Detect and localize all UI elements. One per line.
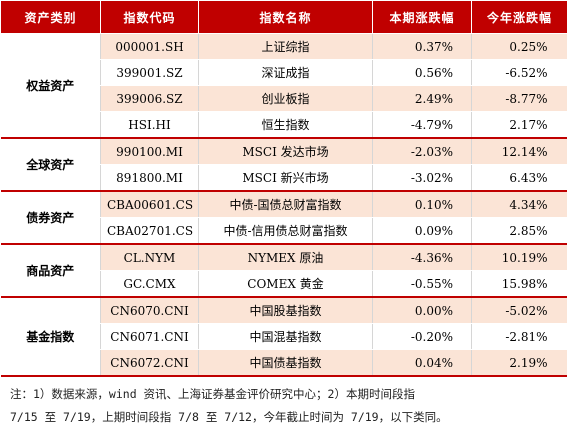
ytd-change-cell: -8.77%: [471, 85, 567, 112]
header-index-name: 指数名称: [198, 0, 373, 34]
ytd-change-cell: -6.52%: [471, 59, 567, 86]
header-ytd-change: 今年涨跌幅: [471, 0, 567, 34]
index-name-cell: 创业板指: [198, 85, 373, 112]
ytd-change-cell: 2.19%: [471, 349, 567, 377]
index-name-cell: 上证综指: [198, 33, 373, 60]
index-code-cell: 891800.MI: [100, 164, 199, 192]
index-code-cell: CN6072.CNI: [100, 349, 199, 377]
index-name-cell: 中债-国债总财富指数: [198, 191, 373, 218]
index-code-cell: CN6071.CNI: [100, 323, 199, 350]
index-name-cell: 深证成指: [198, 59, 373, 86]
index-name-cell: MSCI 新兴市场: [198, 164, 373, 192]
ytd-change-cell: -2.81%: [471, 323, 567, 350]
ytd-change-cell: 6.43%: [471, 164, 567, 192]
period-change-cell: -4.79%: [372, 111, 472, 139]
table-row: CN6072.CNI 中国债基指数 0.04% 2.19%: [1, 349, 567, 377]
period-change-cell: -3.02%: [372, 164, 472, 192]
index-name-cell: 中国混基指数: [198, 323, 373, 350]
asset-class-cell: 权益资产: [0, 33, 101, 139]
index-code-cell: CN6070.CNI: [100, 297, 199, 324]
header-index-code: 指数代码: [100, 0, 199, 34]
asset-class-cell: 债券资产: [0, 191, 101, 245]
period-change-cell: -0.55%: [372, 270, 472, 298]
table-row: GC.CMX COMEX 黄金 -0.55% 15.98%: [1, 270, 567, 298]
index-code-cell: 399006.SZ: [100, 85, 199, 112]
index-name-cell: NYMEX 原油: [198, 244, 373, 271]
table-row: 399006.SZ 创业板指 2.49% -8.77%: [1, 85, 567, 112]
table-row: CN6071.CNI 中国混基指数 -0.20% -2.81%: [1, 323, 567, 350]
table-row: CBA02701.CS 中债-信用债总财富指数 0.09% 2.85%: [1, 217, 567, 245]
period-change-cell: 0.04%: [372, 349, 472, 377]
period-change-cell: 0.10%: [372, 191, 472, 218]
table-row: 基金指数 CN6070.CNI 中国股基指数 0.00% -5.02%: [0, 297, 567, 377]
table-row: HSI.HI 恒生指数 -4.79% 2.17%: [1, 111, 567, 139]
period-change-cell: -0.20%: [372, 323, 472, 350]
index-code-cell: GC.CMX: [100, 270, 199, 298]
period-change-cell: 0.00%: [372, 297, 472, 324]
index-code-cell: 000001.SH: [100, 33, 199, 60]
index-code-cell: HSI.HI: [100, 111, 199, 139]
index-code-cell: 990100.MI: [100, 138, 199, 165]
index-name-cell: 恒生指数: [198, 111, 373, 139]
index-name-cell: 中债-信用债总财富指数: [198, 217, 373, 245]
table-header-row: 资产类别 指数代码 指数名称 本期涨跌幅 今年涨跌幅: [0, 0, 567, 34]
table-row: 891800.MI MSCI 新兴市场 -3.02% 6.43%: [1, 164, 567, 192]
index-name-cell: MSCI 发达市场: [198, 138, 373, 165]
period-change-cell: 0.37%: [372, 33, 472, 60]
ytd-change-cell: 12.14%: [471, 138, 567, 165]
table-row: 399001.SZ 深证成指 0.56% -6.52%: [1, 59, 567, 86]
footnote-line-1: 注：1）数据来源，wind 资讯、上海证券基金评价研究中心；2）本期时间段指: [10, 387, 415, 401]
index-name-cell: COMEX 黄金: [198, 270, 373, 298]
index-code-cell: CBA00601.CS: [100, 191, 199, 218]
asset-class-cell: 全球资产: [0, 138, 101, 192]
index-code-cell: CBA02701.CS: [100, 217, 199, 245]
period-change-cell: 0.56%: [372, 59, 472, 86]
index-name-cell: 中国股基指数: [198, 297, 373, 324]
table-row: 全球资产 990100.MI MSCI 发达市场 -2.03% 12.14%: [0, 138, 567, 192]
period-change-cell: 0.09%: [372, 217, 472, 245]
ytd-change-cell: 15.98%: [471, 270, 567, 298]
footnote: 注：1）数据来源，wind 资讯、上海证券基金评价研究中心；2）本期时间段指 7…: [10, 383, 562, 429]
header-asset-class: 资产类别: [0, 0, 101, 34]
asset-class-cell: 商品资产: [0, 244, 101, 298]
performance-table-container: 资产类别 指数代码 指数名称 本期涨跌幅 今年涨跌幅 权益资产 000001.SH…: [0, 0, 567, 377]
header-period-change: 本期涨跌幅: [372, 0, 472, 34]
table-row: 债券资产 CBA00601.CS 中债-国债总财富指数 0.10% 4.34%: [0, 191, 567, 245]
ytd-change-cell: 4.34%: [471, 191, 567, 218]
index-code-cell: CL.NYM: [100, 244, 199, 271]
asset-class-cell: 基金指数: [0, 297, 101, 377]
ytd-change-cell: 2.85%: [471, 217, 567, 245]
index-name-cell: 中国债基指数: [198, 349, 373, 377]
period-change-cell: 2.49%: [372, 85, 472, 112]
ytd-change-cell: 10.19%: [471, 244, 567, 271]
ytd-change-cell: 0.25%: [471, 33, 567, 60]
period-change-cell: -4.36%: [372, 244, 472, 271]
ytd-change-cell: -5.02%: [471, 297, 567, 324]
table-row: 权益资产 000001.SH 上证综指 0.37% 0.25%: [0, 33, 567, 139]
period-change-cell: -2.03%: [372, 138, 472, 165]
index-code-cell: 399001.SZ: [100, 59, 199, 86]
table-row: 商品资产 CL.NYM NYMEX 原油 -4.36% 10.19%: [0, 244, 567, 298]
ytd-change-cell: 2.17%: [471, 111, 567, 139]
asset-performance-table: 资产类别 指数代码 指数名称 本期涨跌幅 今年涨跌幅 权益资产 000001.SH…: [0, 0, 567, 377]
footnote-line-2: 7/15 至 7/19，上期时间段指 7/8 至 7/12，今年截止时间为 7/…: [10, 410, 448, 424]
